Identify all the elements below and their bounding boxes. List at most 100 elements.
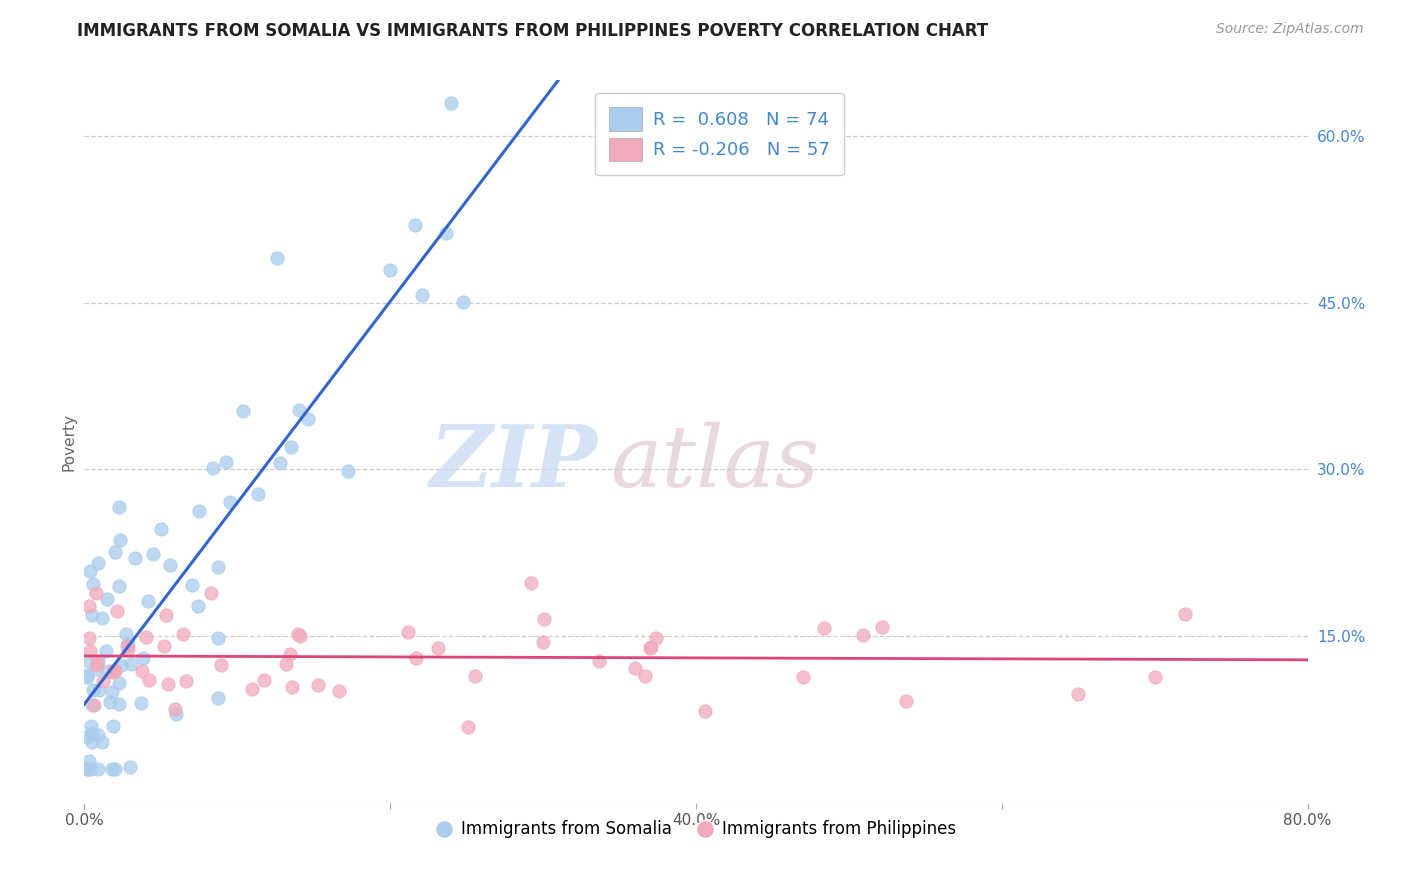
- Point: [101, 763, 124, 777]
- Point: [202, 461, 225, 475]
- Point: [695, 704, 717, 718]
- Point: [86, 656, 108, 670]
- Point: [138, 673, 160, 688]
- Point: [117, 637, 139, 651]
- Point: [90, 610, 112, 624]
- Point: [1174, 607, 1197, 622]
- Point: [218, 495, 240, 509]
- Point: [110, 658, 132, 673]
- Point: [253, 673, 276, 687]
- Point: [101, 719, 124, 733]
- Point: [215, 455, 238, 469]
- Point: [209, 657, 232, 672]
- Point: [101, 685, 124, 699]
- Point: [792, 670, 814, 684]
- Point: [86, 586, 108, 600]
- Point: [640, 640, 662, 654]
- Point: [82, 607, 104, 622]
- Point: [207, 560, 229, 574]
- Point: [287, 627, 309, 641]
- Point: [86, 557, 108, 571]
- Point: [638, 640, 661, 655]
- Point: [108, 533, 131, 547]
- Point: [152, 640, 174, 654]
- Point: [434, 227, 457, 241]
- Point: [86, 763, 108, 777]
- Point: [108, 579, 131, 593]
- Point: [159, 558, 181, 573]
- Point: [240, 681, 263, 696]
- Point: [404, 218, 426, 232]
- Point: [86, 657, 108, 672]
- Point: [82, 576, 104, 591]
- Point: [200, 585, 222, 599]
- Point: [100, 695, 122, 709]
- Point: [77, 654, 100, 668]
- Point: [150, 522, 173, 536]
- Point: [103, 664, 125, 678]
- Point: [427, 641, 450, 656]
- Point: [644, 632, 666, 646]
- Point: [519, 575, 541, 590]
- Point: [76, 763, 98, 777]
- Point: [82, 682, 104, 697]
- Point: [87, 682, 110, 697]
- Text: IMMIGRANTS FROM SOMALIA VS IMMIGRANTS FROM PHILIPPINES POVERTY CORRELATION CHART: IMMIGRANTS FROM SOMALIA VS IMMIGRANTS FR…: [77, 22, 988, 40]
- Point: [411, 287, 433, 301]
- Point: [623, 661, 645, 675]
- Point: [104, 665, 127, 679]
- Point: [131, 664, 153, 678]
- Point: [136, 593, 159, 607]
- Point: [117, 642, 139, 657]
- Point: [104, 545, 127, 559]
- Point: [120, 760, 142, 774]
- Text: ZIP: ZIP: [430, 421, 598, 505]
- Point: [108, 697, 131, 711]
- Text: atlas: atlas: [610, 422, 820, 505]
- Point: [80, 735, 103, 749]
- Point: [280, 680, 302, 694]
- Point: [132, 651, 155, 665]
- Point: [84, 662, 107, 676]
- Point: [207, 631, 229, 645]
- Point: [87, 728, 110, 742]
- Point: [80, 719, 103, 733]
- Point: [79, 644, 101, 658]
- Text: Source: ZipAtlas.com: Source: ZipAtlas.com: [1216, 22, 1364, 37]
- Point: [870, 620, 893, 634]
- Point: [266, 251, 288, 265]
- Point: [156, 676, 179, 690]
- Point: [276, 657, 298, 671]
- Point: [894, 694, 917, 708]
- Point: [93, 674, 115, 689]
- Point: [108, 500, 131, 514]
- Point: [142, 547, 165, 561]
- Point: [852, 628, 875, 642]
- Point: [307, 678, 329, 692]
- Point: [96, 592, 118, 607]
- Point: [328, 683, 350, 698]
- Y-axis label: Poverty: Poverty: [60, 412, 76, 471]
- Point: [105, 604, 128, 618]
- Point: [396, 625, 419, 640]
- Point: [533, 612, 555, 626]
- Point: [165, 702, 187, 716]
- Point: [120, 657, 142, 671]
- Point: [172, 626, 194, 640]
- Point: [180, 578, 202, 592]
- Point: [79, 564, 101, 578]
- Point: [187, 599, 209, 613]
- Point: [176, 673, 198, 688]
- Point: [232, 404, 254, 418]
- Point: [269, 456, 291, 470]
- Point: [79, 754, 101, 768]
- Point: [76, 670, 98, 684]
- Point: [405, 651, 427, 665]
- Point: [440, 95, 463, 110]
- Point: [76, 763, 98, 777]
- Point: [103, 665, 125, 679]
- Point: [87, 654, 110, 668]
- Point: [77, 631, 100, 645]
- Point: [135, 630, 157, 644]
- Point: [813, 621, 835, 635]
